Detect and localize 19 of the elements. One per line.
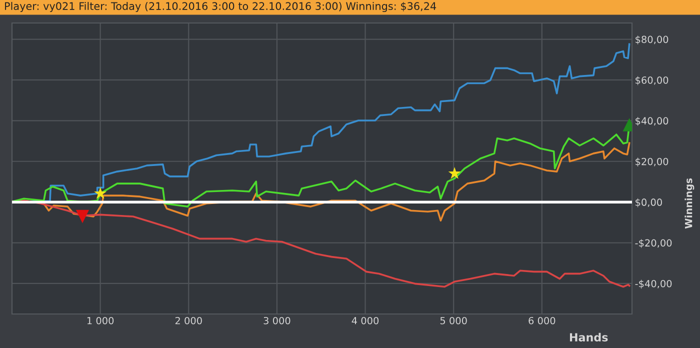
x-tick-label: 3 000	[264, 316, 290, 324]
y-axis-title: Winnings	[684, 178, 694, 229]
y-tick-label: $80,00	[636, 36, 668, 44]
x-tick-label: 5 000	[440, 316, 467, 324]
y-tick-label: $40,00	[636, 116, 668, 126]
y-tick-label: $0,00	[636, 198, 662, 208]
x-tick-label: 4 000	[352, 316, 379, 324]
point	[76, 210, 90, 224]
point	[94, 186, 107, 199]
x-axis-title: Hands	[570, 332, 608, 342]
y-tick-label: -$20,00	[635, 239, 672, 248]
x-tick-label: 6 000	[528, 316, 556, 324]
x-tick-label: 1 000	[87, 316, 114, 324]
y-tick-label: $20,00	[636, 158, 668, 166]
x-tick-label: 2 000	[175, 316, 202, 324]
point	[448, 167, 461, 179]
y-tick-label: $60,00	[636, 76, 668, 86]
chart-title: Player: vy021 Filter: Today (21.10.2016 3:00 to 22.10.2016 3:00) Winnings: $36,24	[5, 2, 436, 12]
y-tick-label: -$40,00	[635, 280, 672, 289]
